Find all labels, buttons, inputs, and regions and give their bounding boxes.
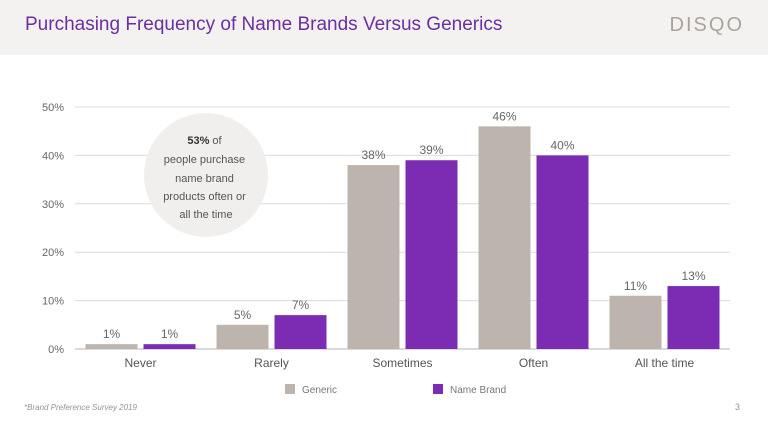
bar-name-brand (143, 344, 196, 349)
legend: Generic Name Brand (285, 384, 506, 396)
y-tick-label: 0% (48, 344, 64, 356)
y-tick-label: 10% (42, 296, 64, 308)
data-label: 11% (624, 279, 647, 293)
x-tick-label: Often (519, 356, 548, 370)
footnote: *Brand Preference Survey 2019 (24, 403, 137, 412)
data-labels: 1% 1% 5% 7% 38% 39% 46% 40% 11% 13% (103, 109, 706, 341)
callout-line1: of (209, 135, 222, 147)
page-number: 3 (734, 402, 740, 412)
callout-highlight: 53% (187, 135, 209, 147)
data-label: 1% (161, 327, 179, 341)
legend-label: Name Brand (450, 385, 506, 396)
bar-name-brand (667, 286, 720, 349)
legend-label: Generic (302, 385, 337, 396)
bar-generic (85, 344, 138, 349)
x-tick-label: Never (124, 356, 156, 370)
bar-generic (347, 165, 400, 349)
data-label: 38% (361, 148, 385, 162)
x-tick-label: Rarely (254, 356, 289, 370)
y-axis-ticks: 0% 10% 20% 30% 40% 50% (42, 102, 64, 356)
bar-name-brand (536, 155, 589, 349)
callout-line2: people purchase (164, 154, 245, 166)
data-label: 40% (550, 138, 574, 152)
callout-line5: all the time (179, 209, 232, 221)
callout-bubble: 53% of people purchase name brand produc… (144, 113, 268, 237)
bars (85, 126, 720, 349)
y-tick-label: 50% (42, 102, 64, 114)
bar-generic (609, 295, 662, 349)
bar-generic (478, 126, 531, 349)
y-tick-label: 30% (42, 199, 64, 211)
data-label: 46% (492, 109, 516, 123)
callout-text: 53% of people purchase name brand produc… (163, 135, 249, 221)
y-tick-label: 40% (42, 150, 64, 162)
legend-swatch (285, 384, 295, 394)
data-label: 1% (103, 327, 121, 341)
data-label: 7% (292, 298, 310, 312)
legend-swatch (433, 384, 443, 394)
x-tick-label: All the time (635, 356, 695, 370)
callout-circle (144, 113, 268, 237)
disqo-logo: DISQO (669, 14, 744, 36)
data-label: 5% (234, 308, 252, 322)
y-tick-label: 20% (42, 247, 64, 259)
data-label: 13% (681, 269, 705, 283)
bar-name-brand (405, 160, 458, 349)
header-bar: Purchasing Frequency of Name Brands Vers… (0, 0, 768, 55)
x-axis-ticks: Never Rarely Sometimes Often All the time (124, 356, 694, 370)
data-label: 39% (419, 143, 443, 157)
callout-line4: products often or (163, 191, 246, 203)
x-tick-label: Sometimes (372, 356, 432, 370)
bar-generic (216, 324, 269, 349)
bar-name-brand (274, 315, 327, 349)
page-title: Purchasing Frequency of Name Brands Vers… (25, 14, 503, 35)
callout-line3: name brand (175, 173, 234, 185)
